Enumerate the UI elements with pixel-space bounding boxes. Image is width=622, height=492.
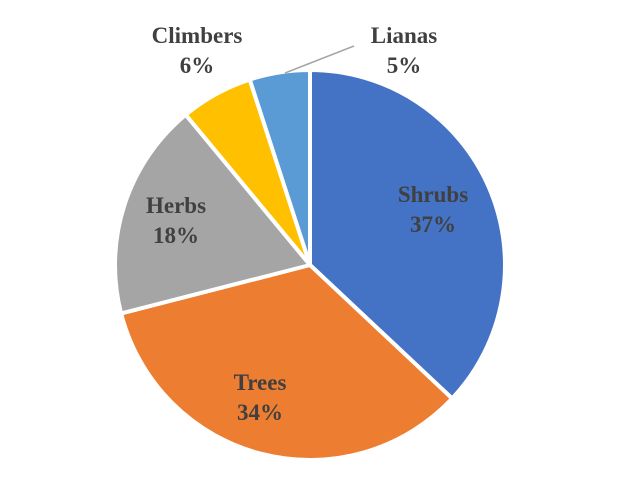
pie-slice-herbs <box>113 112 312 316</box>
leader-lines <box>284 45 355 74</box>
data-label-lianas: Lianas 5% <box>371 23 438 78</box>
data-label-category: Trees <box>234 370 287 395</box>
data-label-percent: 5% <box>387 53 422 78</box>
data-label-percent: 6% <box>180 53 215 78</box>
pie-slice-lianas <box>247 68 312 267</box>
pie-slice-trees <box>119 263 455 462</box>
data-label-category: Herbs <box>146 193 206 218</box>
data-label-percent: 34% <box>237 400 283 425</box>
data-label-herbs: Herbs 18% <box>146 193 206 248</box>
data-label-climbers: Climbers 6% <box>152 23 243 78</box>
pie-slice-shrubs <box>308 68 507 401</box>
data-label-shrubs: Shrubs 37% <box>398 182 468 237</box>
data-label-percent: 37% <box>410 212 456 237</box>
pie-slices <box>113 68 507 462</box>
data-label-category: Shrubs <box>398 182 468 207</box>
data-label-trees: Trees 34% <box>234 370 287 425</box>
data-label-percent: 18% <box>153 223 199 248</box>
data-label-category: Climbers <box>152 23 243 48</box>
data-label-category: Lianas <box>371 23 438 48</box>
leader-line-lianas <box>284 45 355 74</box>
data-labels: Shrubs 37% Trees 34% Herbs 18% Climbers 6% Liana… <box>146 23 468 425</box>
